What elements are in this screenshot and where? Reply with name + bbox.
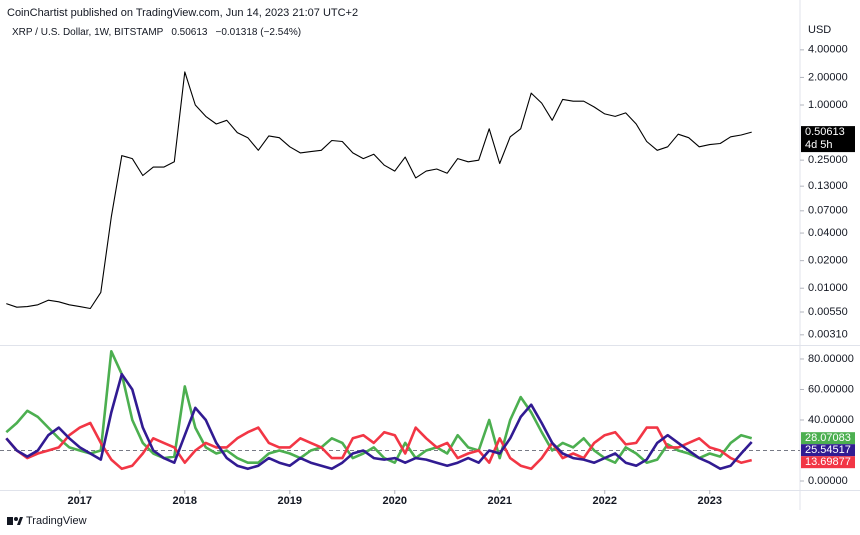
x-tick-label: 2019 <box>278 495 302 507</box>
series-line <box>5 350 753 464</box>
series-line <box>5 372 753 471</box>
last-value-box <box>801 444 855 457</box>
last-price: 0.50613 <box>171 27 208 38</box>
change: −0.01318 (−2.54%) <box>216 27 302 38</box>
footer: TradingView <box>26 515 87 527</box>
last-value-label: 25.54517 <box>805 444 851 456</box>
y-tick-label: 1.00000 <box>808 99 848 111</box>
series-line <box>6 71 752 310</box>
x-tick-label: 2020 <box>383 495 407 507</box>
y-tick-label: 60.00000 <box>808 383 854 395</box>
symbol: XRP / U.S. Dollar, 1W, BITSTAMP <box>12 27 164 38</box>
last-value-box <box>801 432 855 445</box>
y-tick-label: 0.25000 <box>808 154 848 166</box>
logo-part <box>17 517 23 525</box>
y-tick-label: 0.02000 <box>808 255 848 267</box>
x-tick-label: 2022 <box>592 495 616 507</box>
series-line <box>5 421 753 471</box>
logo-part <box>7 517 13 525</box>
y-tick-label: 0.00000 <box>808 475 848 487</box>
legend: XRP / U.S. Dollar, 1W, BITSTAMP 0.50613 −0… <box>12 27 301 38</box>
x-tick-label: 2023 <box>697 495 721 507</box>
last-value-label: 0.50613 <box>805 126 845 138</box>
last-value-box <box>801 126 855 153</box>
countdown: 4d 5h <box>805 139 833 151</box>
y-tick-label: 80.00000 <box>808 353 854 365</box>
x-tick-label: 2018 <box>173 495 197 507</box>
x-tick-label: 2017 <box>68 495 92 507</box>
y-tick-label: 0.01000 <box>808 282 848 294</box>
last-value-label: 28.07083 <box>805 432 851 444</box>
publisher: CoinChartist published on TradingView.co… <box>7 7 358 19</box>
y-tick-label: 0.13000 <box>808 180 848 192</box>
y-tick-label: 0.00310 <box>808 329 848 341</box>
last-value-label: 13.69877 <box>805 456 851 468</box>
logo <box>7 517 23 525</box>
y-tick-label: 40.00000 <box>808 414 854 426</box>
y-tick-label: 0.00550 <box>808 306 848 318</box>
unit: USD <box>808 24 831 36</box>
y-tick-label: 2.00000 <box>808 71 848 83</box>
last-value-box <box>801 456 855 469</box>
logo-part <box>14 517 18 521</box>
y-tick-label: 4.00000 <box>808 44 848 56</box>
y-tick-label: 0.07000 <box>808 205 848 217</box>
y-tick-label: 0.04000 <box>808 227 848 239</box>
x-tick-label: 2021 <box>487 495 511 507</box>
